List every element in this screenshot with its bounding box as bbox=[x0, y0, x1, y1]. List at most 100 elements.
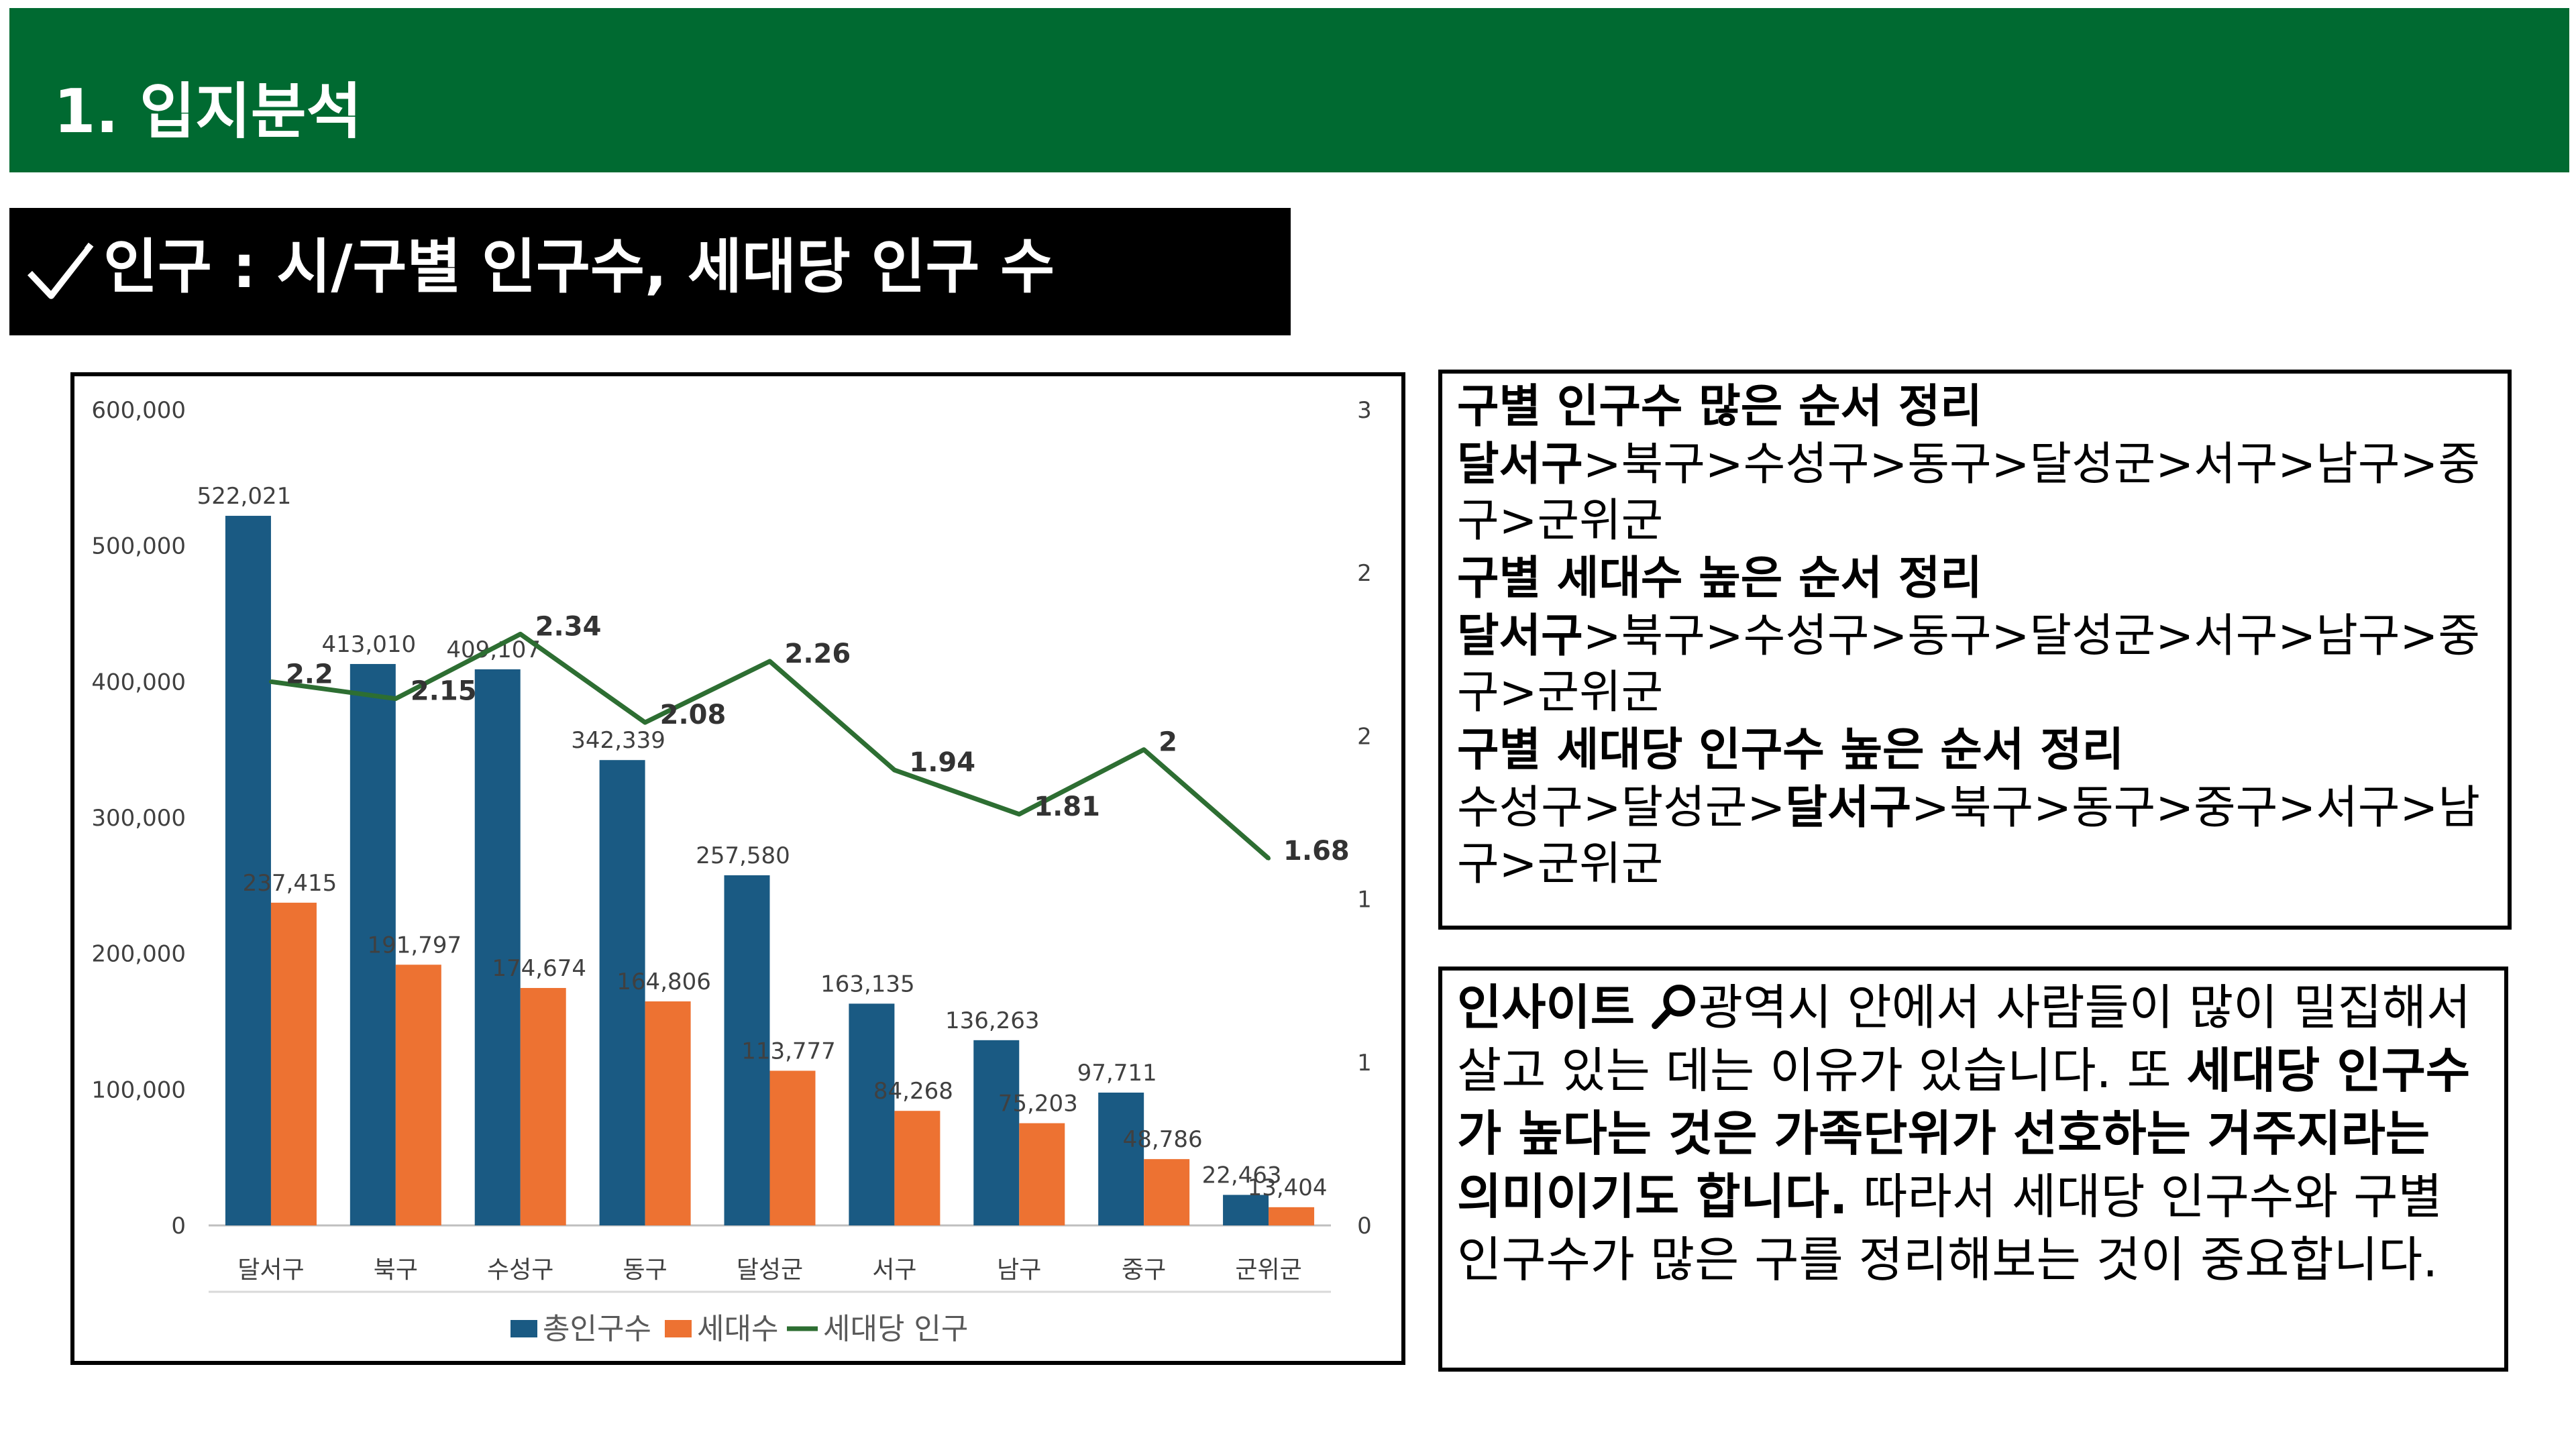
bar-households bbox=[1019, 1123, 1065, 1225]
bar-households bbox=[270, 902, 317, 1225]
legend-label-households: 세대수 bbox=[697, 1312, 778, 1346]
bar-population bbox=[350, 663, 396, 1225]
data-label-population: 342,339 bbox=[571, 727, 665, 754]
left-axis-tick: 600,000 bbox=[91, 397, 186, 424]
data-label-population: 22,463 bbox=[1202, 1162, 1282, 1189]
point-per-household bbox=[1017, 812, 1022, 816]
data-label-households: 13,404 bbox=[1248, 1174, 1328, 1201]
data-label-households: 191,797 bbox=[368, 932, 462, 958]
data-label-per-household: 1.81 bbox=[1034, 791, 1100, 822]
right-axis-tick: 0 bbox=[1357, 1213, 1372, 1240]
data-label-population: 97,711 bbox=[1077, 1060, 1157, 1087]
point-per-household bbox=[767, 659, 772, 663]
bar-population bbox=[849, 1003, 895, 1225]
data-label-population: 522,021 bbox=[197, 483, 292, 510]
checkmark-icon bbox=[28, 242, 94, 299]
right-axis-tick: 3 bbox=[1357, 397, 1372, 424]
bar-households bbox=[395, 965, 441, 1225]
population-ranking-rest: >북구>수성구>동구>달성군>서구>남구>중구>군위군 bbox=[1457, 438, 2480, 547]
point-per-household bbox=[518, 632, 523, 637]
point-per-household bbox=[393, 696, 398, 701]
category-label: 군위군 bbox=[1235, 1256, 1301, 1284]
bar-households bbox=[1144, 1159, 1190, 1225]
bar-population bbox=[474, 669, 521, 1225]
per-household-ranking-after: >북구>동구>중구>서구>남구>군위군 bbox=[1457, 781, 2480, 891]
data-label-per-household: 2.2 bbox=[286, 659, 333, 690]
bar-households bbox=[645, 1001, 691, 1225]
data-label-households: 164,806 bbox=[616, 969, 711, 995]
bar-population bbox=[225, 516, 271, 1225]
data-label-households: 48,786 bbox=[1123, 1126, 1203, 1153]
insight-box: 인사이트 광역시 안에서 사람들이 많이 밀집해서 살고 있는 데는 이유가 있… bbox=[1438, 967, 2508, 1372]
bar-population bbox=[599, 760, 645, 1225]
household-ranking: 달서구>북구>수성구>동구>달성군>서구>남구>중구>군위군 bbox=[1457, 608, 2493, 721]
data-label-households: 174,674 bbox=[492, 955, 586, 982]
legend-label-population: 총인구수 bbox=[543, 1312, 651, 1346]
point-per-household bbox=[1267, 856, 1271, 861]
left-axis-tick: 0 bbox=[171, 1213, 186, 1240]
population-ranking-first: 달서구 bbox=[1457, 438, 1583, 491]
category-label: 달성군 bbox=[737, 1256, 803, 1284]
data-label-population: 413,010 bbox=[322, 631, 417, 658]
legend-label-per-household: 세대당 인구 bbox=[823, 1312, 968, 1346]
left-axis-tick: 200,000 bbox=[91, 941, 186, 968]
category-label: 북구 bbox=[374, 1256, 418, 1284]
line-per-household bbox=[270, 631, 1271, 861]
point-per-household bbox=[1142, 747, 1146, 752]
data-label-per-household: 2.08 bbox=[660, 700, 727, 730]
right-axis-tick: 2 bbox=[1357, 560, 1372, 587]
data-label-households: 75,203 bbox=[998, 1091, 1078, 1117]
data-label-per-household: 1.68 bbox=[1283, 836, 1350, 867]
data-label-per-household: 2.15 bbox=[411, 676, 477, 707]
left-axis-tick: 400,000 bbox=[91, 669, 186, 696]
data-label-population: 163,135 bbox=[820, 971, 915, 997]
bar-population bbox=[1223, 1195, 1269, 1225]
insight-bold-text: 세대당 인구수가 높다는 것은 가족단위가 선호하는 거주지라는 의미이기도 합… bbox=[1457, 1042, 2471, 1225]
bar-households bbox=[1269, 1207, 1315, 1225]
insight-text-2: 따라서 세대당 인구수와 구별 인구수가 많은 구를 정리해보는 것이 중요합니… bbox=[1457, 1168, 2443, 1288]
category-label: 서구 bbox=[872, 1256, 916, 1284]
bar-population bbox=[724, 875, 770, 1225]
population-ranking: 달서구>북구>수성구>동구>달성군>서구>남구>중구>군위군 bbox=[1457, 437, 2493, 549]
per-household-ranking-bold: 달서구 bbox=[1785, 781, 1912, 834]
population-chart: 0 100,000 200,000 300,000 400,000 500,000 600,… bbox=[70, 372, 1405, 1365]
data-label-population: 257,580 bbox=[696, 842, 790, 869]
household-ranking-first: 달서구 bbox=[1457, 610, 1583, 663]
category-label: 수성구 bbox=[487, 1256, 553, 1284]
data-label-per-household: 1.94 bbox=[909, 747, 975, 778]
section-title: 1. 입지분석 bbox=[54, 76, 362, 147]
right-axis-tick: 1 bbox=[1357, 887, 1372, 914]
population-ranking-title: 구별 인구수 많은 순서 정리 bbox=[1457, 380, 1982, 433]
legend-swatch-households bbox=[665, 1320, 692, 1337]
data-label-per-household: 2.26 bbox=[785, 639, 851, 669]
data-label-per-household: 2 bbox=[1159, 727, 1177, 758]
category-label: 동구 bbox=[623, 1256, 667, 1284]
per-household-ranking-title: 구별 세대당 인구수 높은 순서 정리 bbox=[1457, 724, 2125, 777]
magnifier-icon bbox=[1652, 985, 1695, 1030]
data-label-per-household: 2.34 bbox=[535, 611, 602, 642]
legend-swatch-population bbox=[511, 1320, 537, 1337]
bar-households bbox=[769, 1070, 816, 1225]
left-axis-tick: 500,000 bbox=[91, 533, 186, 560]
right-axis-tick: 2 bbox=[1357, 723, 1372, 750]
bar-population bbox=[973, 1040, 1020, 1225]
right-axis-tick: 1 bbox=[1357, 1050, 1372, 1077]
category-label: 남구 bbox=[997, 1256, 1041, 1284]
left-axis-tick: 300,000 bbox=[91, 805, 186, 832]
household-ranking-rest: >북구>수성구>동구>달성군>서구>남구>중구>군위군 bbox=[1457, 610, 2480, 719]
point-per-household bbox=[268, 679, 273, 684]
data-label-population: 136,263 bbox=[945, 1007, 1040, 1034]
left-axis-tick: 100,000 bbox=[91, 1077, 186, 1103]
per-household-ranking-before: 수성구>달성군> bbox=[1457, 781, 1786, 834]
category-label: 달서구 bbox=[237, 1256, 304, 1284]
category-label: 중구 bbox=[1122, 1256, 1166, 1284]
per-household-ranking: 수성구>달성군>달서구>북구>동구>중구>서구>남구>군위군 bbox=[1457, 780, 2493, 893]
point-per-household bbox=[892, 768, 897, 773]
bar-population bbox=[1098, 1092, 1144, 1225]
bar-households bbox=[894, 1111, 941, 1225]
data-label-households: 237,415 bbox=[243, 870, 337, 897]
subheader-title: 인구 : 시/구별 인구수, 세대당 인구 수 bbox=[103, 232, 1055, 301]
chart-canvas: 0 100,000 200,000 300,000 400,000 500,000 600,… bbox=[91, 397, 1372, 1346]
data-label-households: 84,268 bbox=[873, 1078, 953, 1105]
subheader-banner: 인구 : 시/구별 인구수, 세대당 인구 수 bbox=[9, 208, 1291, 335]
